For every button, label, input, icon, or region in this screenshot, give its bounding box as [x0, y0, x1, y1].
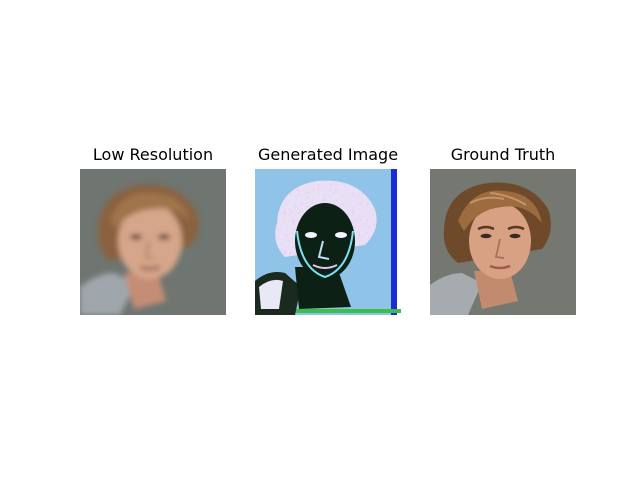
left-eye [480, 233, 492, 239]
hair-front [458, 190, 542, 231]
neck [295, 267, 351, 309]
generated-image-title: Generated Image [257, 145, 399, 164]
face [295, 203, 355, 279]
nose [144, 240, 154, 259]
mouth [312, 264, 338, 269]
right-edge-band [391, 169, 397, 315]
right-eye [335, 232, 347, 238]
mouth [139, 265, 161, 271]
ground-truth-title: Ground Truth [450, 145, 556, 164]
ground-truth-image [430, 169, 576, 315]
generated-image [255, 169, 401, 315]
low-resolution-image [80, 169, 226, 315]
mouth [489, 264, 511, 270]
bottom-edge-stripe [255, 309, 401, 313]
neck [474, 271, 518, 309]
face-edge [296, 230, 354, 279]
shirt [80, 273, 136, 315]
neck [124, 273, 166, 309]
right-edge-stripe [397, 169, 401, 315]
left-brow [477, 225, 495, 231]
nose [317, 240, 330, 260]
left-eye [305, 232, 317, 238]
right-eye [158, 234, 170, 240]
shirt-highlight [259, 279, 283, 309]
low-resolution-title: Low Resolution [92, 145, 214, 164]
nose [494, 238, 505, 259]
hair-front [110, 192, 190, 229]
hair-strands [469, 192, 527, 206]
right-eye [509, 233, 521, 239]
right-brow [507, 225, 525, 231]
left-eye [130, 234, 142, 240]
shirt [430, 273, 482, 315]
face [118, 203, 182, 279]
